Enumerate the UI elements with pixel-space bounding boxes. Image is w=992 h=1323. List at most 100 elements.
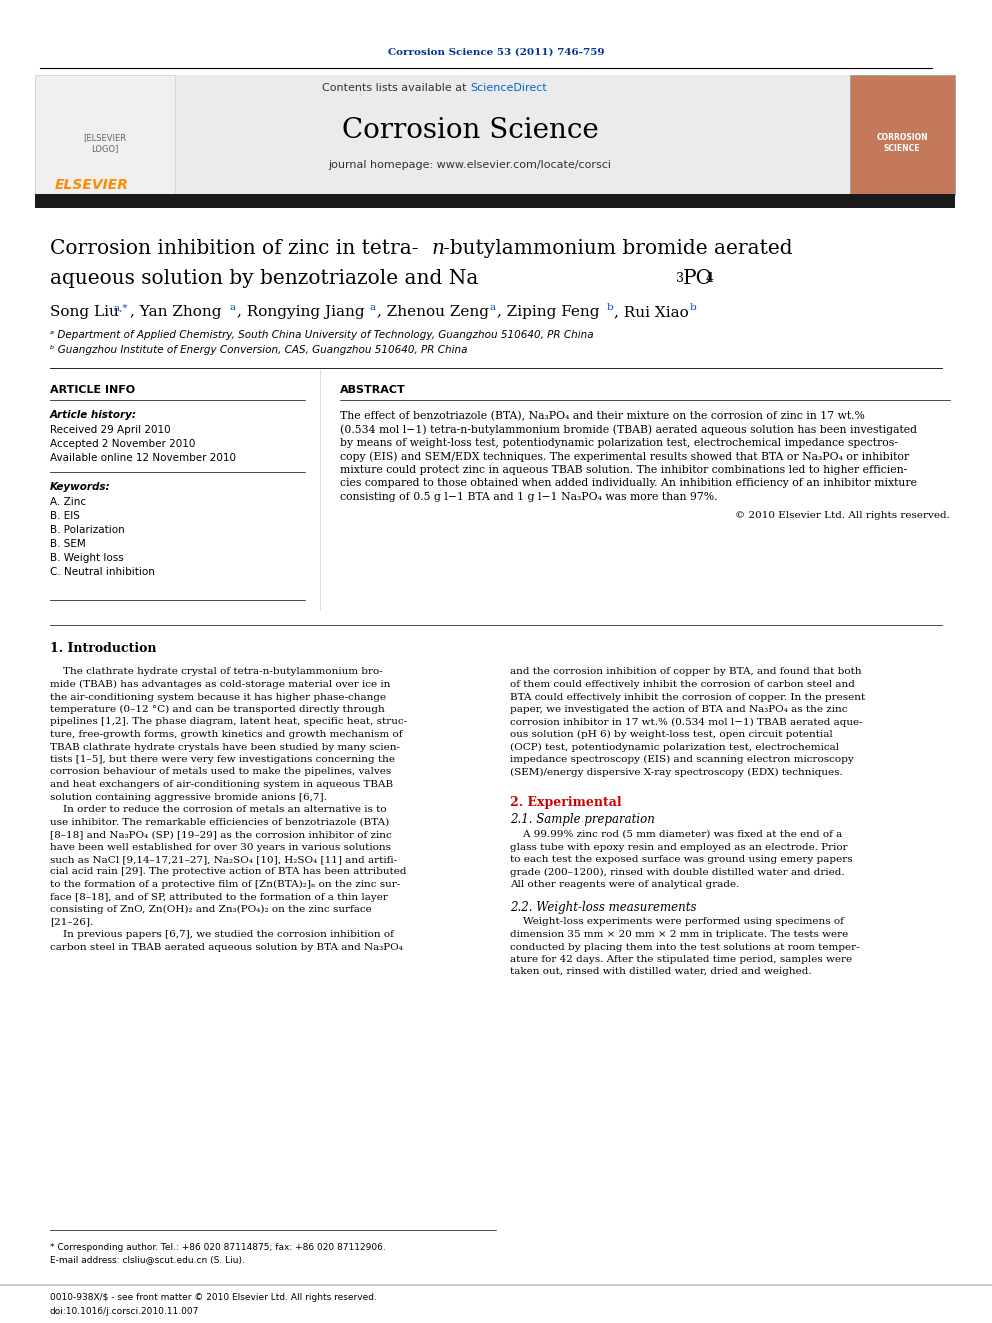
Text: The clathrate hydrate crystal of tetra-n-butylammonium bro-: The clathrate hydrate crystal of tetra-n… [50, 668, 383, 676]
Text: cies compared to those obtained when added individually. An inhibition efficienc: cies compared to those obtained when add… [340, 479, 917, 488]
Text: of them could effectively inhibit the corrosion of carbon steel and: of them could effectively inhibit the co… [510, 680, 855, 689]
Text: 4: 4 [706, 271, 714, 284]
Text: Article history:: Article history: [50, 410, 137, 419]
Text: consisting of ZnO, Zn(OH)₂ and Zn₃(PO₄)₂ on the zinc surface: consisting of ZnO, Zn(OH)₂ and Zn₃(PO₄)₂… [50, 905, 372, 914]
Text: 2. Experimental: 2. Experimental [510, 796, 622, 808]
Text: ᵃ Department of Applied Chemistry, South China University of Technology, Guangzh: ᵃ Department of Applied Chemistry, South… [50, 329, 593, 340]
Text: b: b [690, 303, 696, 312]
Text: n: n [432, 238, 445, 258]
Text: (SEM)/energy dispersive X-ray spectroscopy (EDX) techniques.: (SEM)/energy dispersive X-ray spectrosco… [510, 767, 843, 777]
Text: tists [1–5], but there were very few investigations concerning the: tists [1–5], but there were very few inv… [50, 755, 395, 763]
Bar [35, 75, 890, 194]
Text: ScienceDirect: ScienceDirect [470, 83, 547, 93]
Text: TBAB clathrate hydrate crystals have been studied by many scien-: TBAB clathrate hydrate crystals have bee… [50, 742, 400, 751]
Text: 1. Introduction: 1. Introduction [50, 642, 157, 655]
Text: by means of weight-loss test, potentiodynamic polarization test, electrochemical: by means of weight-loss test, potentiody… [340, 438, 898, 448]
Text: ᵇ Guangzhou Institute of Energy Conversion, CAS, Guangzhou 510640, PR China: ᵇ Guangzhou Institute of Energy Conversi… [50, 345, 467, 355]
Text: -butylammonium bromide aerated: -butylammonium bromide aerated [443, 238, 793, 258]
Text: paper, we investigated the action of BTA and Na₃PO₄ as the zinc: paper, we investigated the action of BTA… [510, 705, 847, 714]
Text: a,*: a,* [113, 303, 128, 312]
Text: mixture could protect zinc in aqueous TBAB solution. The inhibitor combinations : mixture could protect zinc in aqueous TB… [340, 464, 908, 475]
Text: Weight-loss experiments were performed using specimens of: Weight-loss experiments were performed u… [510, 917, 844, 926]
Text: Corrosion Science 53 (2011) 746-759: Corrosion Science 53 (2011) 746-759 [388, 48, 604, 57]
Text: pipelines [1,2]. The phase diagram, latent heat, specific heat, struc-: pipelines [1,2]. The phase diagram, late… [50, 717, 407, 726]
Text: Contents lists available at: Contents lists available at [322, 83, 470, 93]
Text: the air-conditioning system because it has higher phase-change: the air-conditioning system because it h… [50, 692, 386, 701]
Text: mide (TBAB) has advantages as cold-storage material over ice in: mide (TBAB) has advantages as cold-stora… [50, 680, 391, 689]
Text: In previous papers [6,7], we studied the corrosion inhibition of: In previous papers [6,7], we studied the… [50, 930, 394, 939]
Text: Accepted 2 November 2010: Accepted 2 November 2010 [50, 439, 195, 448]
Text: solution containing aggressive bromide anions [6,7].: solution containing aggressive bromide a… [50, 792, 327, 802]
Text: BTA could effectively inhibit the corrosion of copper. In the present: BTA could effectively inhibit the corros… [510, 692, 865, 701]
Text: corrosion behaviour of metals used to make the pipelines, valves: corrosion behaviour of metals used to ma… [50, 767, 391, 777]
Text: 2.2. Weight-loss measurements: 2.2. Weight-loss measurements [510, 901, 696, 913]
Text: grade (200–1200), rinsed with double distilled water and dried.: grade (200–1200), rinsed with double dis… [510, 868, 844, 877]
Text: , Rongying Jiang: , Rongying Jiang [237, 306, 365, 319]
Text: © 2010 Elsevier Ltd. All rights reserved.: © 2010 Elsevier Ltd. All rights reserved… [735, 511, 950, 520]
Text: All other reagents were of analytical grade.: All other reagents were of analytical gr… [510, 880, 739, 889]
Text: C. Neutral inhibition: C. Neutral inhibition [50, 568, 155, 577]
Text: dimension 35 mm × 20 mm × 2 mm in triplicate. The tests were: dimension 35 mm × 20 mm × 2 mm in tripli… [510, 930, 848, 939]
Bar [35, 75, 175, 194]
Text: (0.534 mol l−1) tetra-n-butylammonium bromide (TBAB) aerated aqueous solution ha: (0.534 mol l−1) tetra-n-butylammonium br… [340, 425, 917, 435]
Text: b: b [607, 303, 614, 312]
Text: and heat exchangers of air-conditioning system in aqueous TBAB: and heat exchangers of air-conditioning … [50, 781, 393, 789]
Text: ARTICLE INFO: ARTICLE INFO [50, 385, 135, 396]
Text: 3: 3 [676, 271, 684, 284]
Text: a: a [490, 303, 496, 312]
Text: [21–26].: [21–26]. [50, 917, 93, 926]
Text: E-mail address: clsliu@scut.edu.cn (S. Liu).: E-mail address: clsliu@scut.edu.cn (S. L… [50, 1256, 245, 1265]
Text: 0010-938X/$ - see front matter © 2010 Elsevier Ltd. All rights reserved.: 0010-938X/$ - see front matter © 2010 El… [50, 1294, 377, 1303]
Text: Available online 12 November 2010: Available online 12 November 2010 [50, 452, 236, 463]
Text: and the corrosion inhibition of copper by BTA, and found that both: and the corrosion inhibition of copper b… [510, 668, 862, 676]
Text: impedance spectroscopy (EIS) and scanning electron microscopy: impedance spectroscopy (EIS) and scannin… [510, 755, 854, 765]
Text: copy (EIS) and SEM/EDX techniques. The experimental results showed that BTA or N: copy (EIS) and SEM/EDX techniques. The e… [340, 451, 909, 462]
Text: Corrosion inhibition of zinc in tetra-: Corrosion inhibition of zinc in tetra- [50, 238, 419, 258]
Text: , Zhenou Zeng: , Zhenou Zeng [377, 306, 489, 319]
Text: ABSTRACT: ABSTRACT [340, 385, 406, 396]
Text: temperature (0–12 °C) and can be transported directly through: temperature (0–12 °C) and can be transpo… [50, 705, 385, 714]
Text: Keywords:: Keywords: [50, 482, 111, 492]
Text: ture, free-growth forms, growth kinetics and growth mechanism of: ture, free-growth forms, growth kinetics… [50, 730, 403, 740]
Text: conducted by placing them into the test solutions at room temper-: conducted by placing them into the test … [510, 942, 860, 951]
Text: corrosion inhibitor in 17 wt.% (0.534 mol l−1) TBAB aerated aque-: corrosion inhibitor in 17 wt.% (0.534 mo… [510, 717, 863, 726]
Text: carbon steel in TBAB aerated aqueous solution by BTA and Na₃PO₄: carbon steel in TBAB aerated aqueous sol… [50, 942, 403, 951]
Text: aqueous solution by benzotriazole and Na: aqueous solution by benzotriazole and Na [50, 269, 478, 287]
Bar [850, 75, 955, 194]
Text: B. Polarization: B. Polarization [50, 525, 125, 534]
Text: * Corresponding author. Tel.: +86 020 87114875; fax: +86 020 87112906.: * Corresponding author. Tel.: +86 020 87… [50, 1242, 386, 1252]
Text: B. EIS: B. EIS [50, 511, 80, 521]
Text: have been well established for over 30 years in various solutions: have been well established for over 30 y… [50, 843, 391, 852]
Text: CORROSION
SCIENCE: CORROSION SCIENCE [876, 134, 928, 152]
Text: , Yan Zhong: , Yan Zhong [130, 306, 221, 319]
Bar [35, 194, 955, 208]
Text: journal homepage: www.elsevier.com/locate/corsci: journal homepage: www.elsevier.com/locat… [328, 160, 611, 169]
Text: (OCP) test, potentiodynamic polarization test, electrochemical: (OCP) test, potentiodynamic polarization… [510, 742, 839, 751]
Text: doi:10.1016/j.corsci.2010.11.007: doi:10.1016/j.corsci.2010.11.007 [50, 1307, 199, 1316]
Text: 2.1. Sample preparation: 2.1. Sample preparation [510, 814, 655, 826]
Text: B. Weight loss: B. Weight loss [50, 553, 124, 564]
Text: consisting of 0.5 g l−1 BTA and 1 g l−1 Na₃PO₄ was more than 97%.: consisting of 0.5 g l−1 BTA and 1 g l−1 … [340, 492, 717, 501]
Text: glass tube with epoxy resin and employed as an electrode. Prior: glass tube with epoxy resin and employed… [510, 843, 847, 852]
Text: [ELSEVIER
LOGO]: [ELSEVIER LOGO] [83, 134, 127, 152]
Text: Corrosion Science: Corrosion Science [341, 116, 598, 143]
Text: PO: PO [683, 269, 713, 287]
Text: , Rui Xiao: , Rui Xiao [614, 306, 688, 319]
Text: Song Liu: Song Liu [50, 306, 119, 319]
Text: [8–18] and Na₃PO₄ (SP) [19–29] as the corrosion inhibitor of zinc: [8–18] and Na₃PO₄ (SP) [19–29] as the co… [50, 830, 392, 839]
Text: cial acid rain [29]. The protective action of BTA has been attributed: cial acid rain [29]. The protective acti… [50, 868, 407, 877]
Text: a: a [370, 303, 376, 312]
Text: ous solution (pH 6) by weight-loss test, open circuit potential: ous solution (pH 6) by weight-loss test,… [510, 730, 832, 740]
Text: In order to reduce the corrosion of metals an alternative is to: In order to reduce the corrosion of meta… [50, 804, 387, 814]
Text: face [8–18], and of SP, attributed to the formation of a thin layer: face [8–18], and of SP, attributed to th… [50, 893, 388, 901]
Text: taken out, rinsed with distilled water, dried and weighed.: taken out, rinsed with distilled water, … [510, 967, 811, 976]
Text: , Ziping Feng: , Ziping Feng [497, 306, 599, 319]
Text: a: a [230, 303, 236, 312]
Text: Received 29 April 2010: Received 29 April 2010 [50, 425, 171, 435]
Text: B. SEM: B. SEM [50, 538, 85, 549]
Text: to each test the exposed surface was ground using emery papers: to each test the exposed surface was gro… [510, 855, 853, 864]
Text: A. Zinc: A. Zinc [50, 497, 86, 507]
Text: to the formation of a protective film of [Zn(BTA)₂]ₙ on the zinc sur-: to the formation of a protective film of… [50, 880, 400, 889]
Text: The effect of benzotriazole (BTA), Na₃PO₄ and their mixture on the corrosion of : The effect of benzotriazole (BTA), Na₃PO… [340, 411, 865, 421]
Text: such as NaCl [9,14–17,21–27], Na₂SO₄ [10], H₂SO₄ [11] and artifi-: such as NaCl [9,14–17,21–27], Na₂SO₄ [10… [50, 855, 397, 864]
